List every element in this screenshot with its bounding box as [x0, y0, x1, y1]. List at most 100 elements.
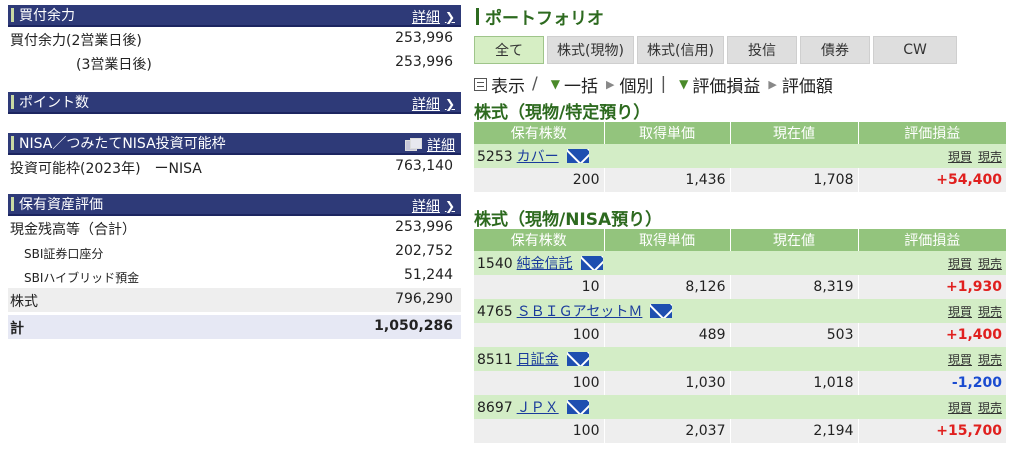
chevron-right-icon: ❯ — [444, 97, 455, 111]
sell-link[interactable]: 現売 — [977, 400, 1002, 415]
detail-label[interactable]: 詳細 — [411, 97, 440, 113]
row-value: 796,290 — [395, 291, 453, 307]
assets-detail-link[interactable]: 詳細 ❯ — [412, 196, 455, 216]
stock-code: 1540 — [477, 256, 513, 272]
row-value: 253,996 — [395, 54, 453, 70]
tab-bonds[interactable]: 債券 — [800, 36, 870, 64]
points-detail-link[interactable]: 詳細 ❯ — [412, 94, 455, 114]
cost-value: 2,037 — [603, 419, 730, 443]
trade-actions: 現買 現売 — [858, 347, 1006, 371]
row-label: 買付余力(2営業日後) — [10, 33, 142, 49]
specific-holdings-table: 保有株数 取得単価 現在値 評価損益 5253 カバー 現買 現売 200 1,43… — [474, 122, 1006, 192]
stock-name-row: 5253 カバー 現買 現売 — [474, 144, 1006, 168]
sell-link[interactable]: 現売 — [977, 256, 1002, 271]
nisa-header: NISA／つみたてNISA投資可能枠 詳細 — [8, 133, 461, 155]
separator: | — [660, 74, 667, 94]
stock-name-link[interactable]: ＳＢＩＧアセットＭ — [516, 304, 643, 320]
sell-link[interactable]: 現売 — [977, 352, 1002, 367]
detail-label[interactable]: 詳細 — [411, 199, 440, 215]
stock-code: 8697 — [477, 400, 513, 416]
col-cost: 取得単価 — [604, 229, 731, 251]
buy-link[interactable]: 現買 — [947, 304, 972, 319]
col-cost: 取得単価 — [604, 122, 731, 144]
header-accent — [11, 95, 14, 109]
filter-bulk[interactable]: 一括 — [563, 76, 598, 97]
row-label: 現金残高等（合計） — [10, 222, 136, 238]
cost-value: 1,436 — [603, 168, 730, 192]
buy-link[interactable]: 現買 — [947, 256, 972, 271]
assets-header: 保有資産評価 詳細 ❯ — [8, 194, 461, 216]
assets-total-row: 計 1,050,286 — [8, 315, 461, 339]
col-price: 現在値 — [730, 122, 859, 144]
gain-value: +1,930 — [857, 275, 1006, 299]
col-price: 現在値 — [730, 229, 859, 251]
assets-title: 保有資産評価 — [19, 197, 103, 213]
gain-value: +15,700 — [857, 419, 1006, 443]
tab-cw[interactable]: CW — [873, 36, 957, 64]
price-value: 2,194 — [729, 419, 858, 443]
price-value: 1,708 — [729, 168, 858, 192]
stock-value-row: 10 8,126 8,319 +1,930 — [474, 275, 1006, 299]
tab-stock-margin[interactable]: 株式(信用) — [637, 36, 724, 64]
header-accent — [11, 136, 14, 150]
row-value: 253,996 — [395, 219, 453, 235]
stock-code: 4765 — [477, 304, 513, 320]
stock-name-link[interactable]: カバー — [516, 149, 559, 165]
tab-funds[interactable]: 投信 — [727, 36, 797, 64]
trade-actions: 現買 現売 — [858, 251, 1006, 275]
portfolio-title: ポートフォリオ — [474, 5, 1016, 29]
trade-actions: 現買 現売 — [858, 395, 1006, 419]
header-accent — [11, 8, 14, 22]
left-panel: 買付余力 詳細 ❯ 買付余力(2営業日後) 253,996 (3営業日後) 25… — [8, 5, 461, 339]
points-title: ポイント数 — [19, 95, 89, 111]
sell-link[interactable]: 現売 — [977, 149, 1002, 164]
stock-name-cell: 1540 純金信託 — [474, 251, 858, 275]
portfolio-title-text: ポートフォリオ — [485, 8, 604, 29]
mail-icon[interactable] — [566, 400, 589, 414]
nisa-detail-link[interactable]: 詳細 — [405, 135, 455, 155]
stock-name-cell: 8697 ＪＰＸ — [474, 395, 858, 419]
price-value: 503 — [729, 323, 858, 347]
nisa-row: 投資可能枠(2023年) ーNISA 763,140 — [8, 155, 461, 179]
stock-name-row: 8697 ＪＰＸ 現買 現売 — [474, 395, 1006, 419]
buy-link[interactable]: 現買 — [947, 400, 972, 415]
buy-link[interactable]: 現買 — [947, 149, 972, 164]
filter-amount[interactable]: 評価額 — [781, 76, 833, 97]
detail-label[interactable]: 詳細 — [427, 138, 455, 154]
display-filters: 表示 / ▼ 一括 ▶ 個別 | ▼ 評価損益 ▶ 評価額 — [474, 72, 1016, 97]
row-label: SBIハイブリッド預金 — [24, 271, 140, 285]
portfolio-panel: ポートフォリオ 全て 株式(現物) 株式(信用) 投信 債券 CW 表示 / ▼… — [474, 5, 1016, 443]
cost-value: 1,030 — [603, 371, 730, 395]
assets-row: SBI証券口座分 202,752 — [8, 240, 461, 264]
assets-row: SBIハイブリッド預金 51,244 — [8, 264, 461, 288]
assets-row: 現金残高等（合計） 253,996 — [8, 216, 461, 240]
stock-name-link[interactable]: 日証金 — [516, 352, 559, 368]
row-label: 株式 — [10, 294, 38, 310]
detail-label[interactable]: 詳細 — [411, 10, 440, 26]
shares-value: 10 — [474, 275, 604, 299]
mail-icon[interactable] — [650, 304, 673, 318]
price-value: 8,319 — [729, 275, 858, 299]
tab-stock-cash[interactable]: 株式(現物) — [547, 36, 634, 64]
display-label: 表示 — [491, 76, 525, 97]
shares-value: 100 — [474, 323, 604, 347]
stock-name-row: 8511 日証金 現買 現売 — [474, 347, 1006, 371]
tab-all[interactable]: 全て — [474, 36, 544, 64]
filter-individual[interactable]: 個別 — [619, 76, 654, 97]
mail-icon[interactable] — [580, 256, 603, 270]
assets-row: 株式 796,290 — [8, 288, 461, 312]
sell-link[interactable]: 現売 — [977, 304, 1002, 319]
buying-power-detail-link[interactable]: 詳細 ❯ — [412, 7, 455, 27]
cost-value: 489 — [603, 323, 730, 347]
stock-name-row: 1540 純金信託 現買 現売 — [474, 251, 1006, 275]
col-gain: 評価損益 — [858, 122, 1006, 144]
mail-icon[interactable] — [566, 149, 589, 163]
nisa-title: NISA／つみたてNISA投資可能枠 — [19, 136, 226, 152]
filter-gain[interactable]: 評価損益 — [692, 76, 761, 97]
mail-icon[interactable] — [566, 352, 589, 366]
buying-power-row: 買付余力(2営業日後) 253,996 — [8, 27, 461, 51]
stock-name-link[interactable]: 純金信託 — [516, 256, 573, 272]
stock-code: 8511 — [477, 352, 513, 368]
stock-name-link[interactable]: ＪＰＸ — [516, 400, 559, 416]
buy-link[interactable]: 現買 — [947, 352, 972, 367]
